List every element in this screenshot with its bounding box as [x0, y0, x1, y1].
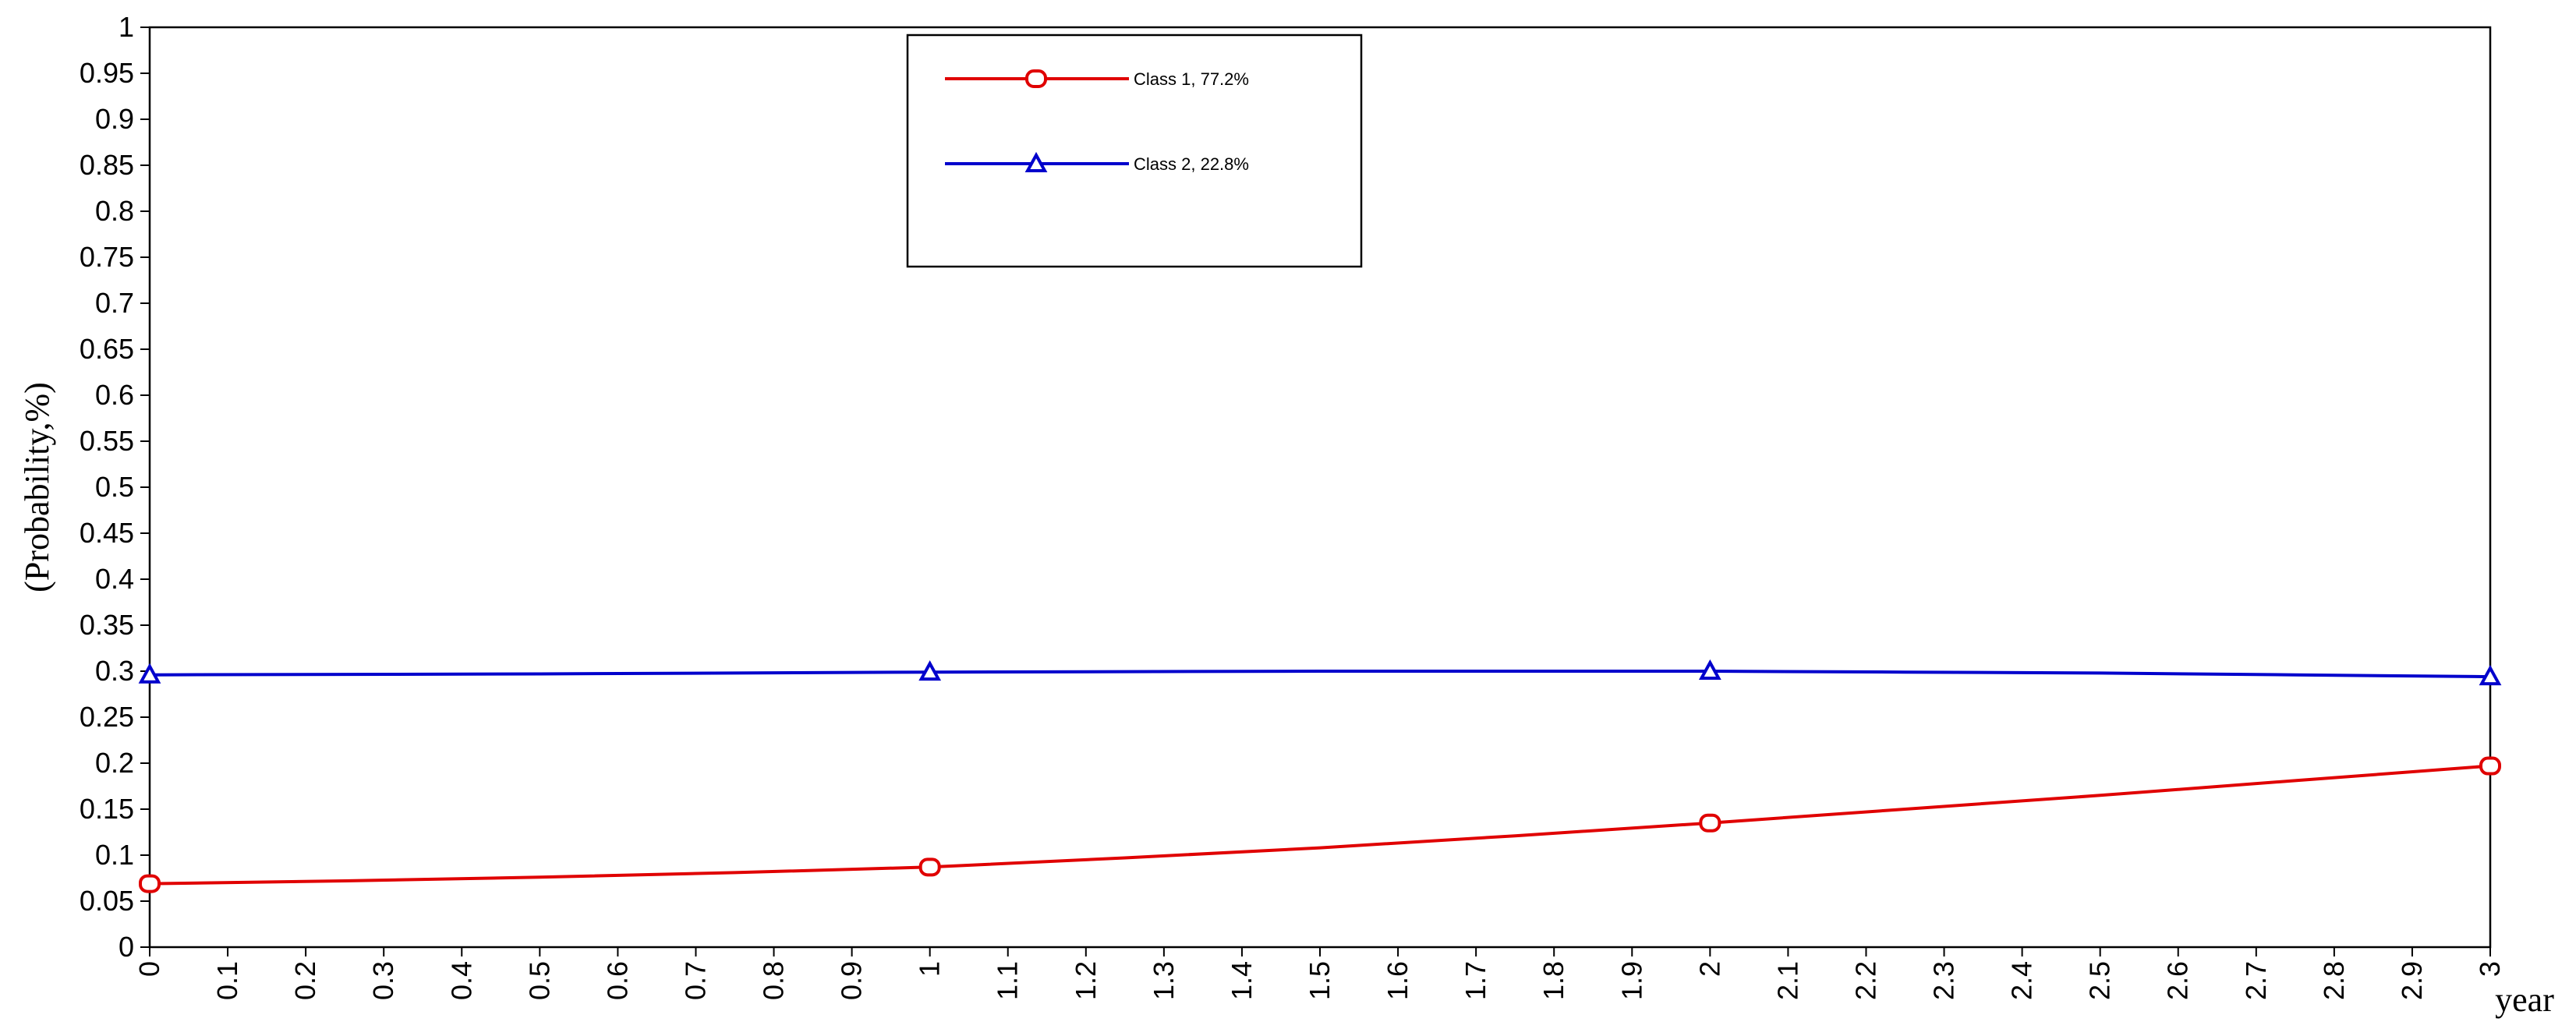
- x-tick-label: 2.5: [2084, 961, 2116, 1000]
- legend-box: [906, 34, 1363, 268]
- x-tick-label: 0.2: [289, 961, 321, 1000]
- x-tick-label: 2.7: [2240, 961, 2272, 1000]
- y-axis-title: (Probability,%): [18, 382, 56, 592]
- x-tick-label: 1.4: [1226, 961, 1258, 1000]
- x-tick-label: 0: [133, 961, 165, 977]
- y-tick-label: 0.75: [80, 241, 134, 273]
- x-tick-label: 1.9: [1615, 961, 1647, 1000]
- y-tick-label: 0.6: [95, 379, 134, 411]
- data-point-class-2: [918, 660, 942, 681]
- y-tick-label: 0.8: [95, 195, 134, 227]
- y-tick-label: 1: [119, 11, 134, 43]
- x-tick-label: 2.4: [2006, 961, 2038, 1000]
- y-tick-label: 0.45: [80, 517, 134, 549]
- data-point-class-2: [1698, 659, 1721, 680]
- x-tick-label: 2.9: [2396, 961, 2428, 1000]
- x-tick-label: 2.8: [2318, 961, 2350, 1000]
- y-tick-label: 0.5: [95, 471, 134, 503]
- y-tick-label: 0.55: [80, 425, 134, 457]
- x-tick-label: 1: [914, 961, 946, 977]
- data-point-class-2: [2479, 664, 2502, 686]
- series-line-class-1: [149, 764, 2491, 886]
- x-tick-label: 2.3: [1928, 961, 1960, 1000]
- data-point-class-1: [139, 874, 161, 893]
- x-tick-label: 0.9: [836, 961, 868, 1000]
- legend-label-class-2: Class 2, 22.8%: [1134, 154, 1249, 174]
- x-tick-label: 2: [1693, 961, 1725, 977]
- x-tick-label: 2.6: [2162, 961, 2194, 1000]
- legend-item-class-2: Class 2, 22.8%: [945, 151, 1249, 174]
- legend-label-class-1: Class 1, 77.2%: [1134, 69, 1249, 89]
- y-tick-label: 0: [119, 931, 134, 963]
- x-tick-label: 1.8: [1537, 961, 1569, 1000]
- x-tick-label: 1.5: [1304, 961, 1336, 1000]
- x-tick-label: 1.6: [1382, 961, 1414, 1000]
- data-point-class-1: [1699, 813, 1721, 833]
- x-tick-label: 0.4: [445, 961, 477, 1000]
- series-line-class-2: [149, 670, 2491, 679]
- x-tick-label: 1.3: [1148, 961, 1180, 1000]
- y-tick-label: 0.95: [80, 57, 134, 89]
- x-tick-label: 3: [2474, 961, 2506, 977]
- data-point-class-2: [138, 663, 161, 684]
- x-axis: 0 0.1 0.2 0.3 0.4 0.5 0.6 0.7 0.8 0.9 1 1.1 1.2 1.3 1.…: [133, 947, 2506, 1000]
- data-point-class-1: [2479, 756, 2501, 776]
- y-tick-label: 0.25: [80, 701, 134, 733]
- x-tick-label: 0.1: [211, 961, 243, 1000]
- circle-marker-icon: [1025, 69, 1047, 88]
- y-tick-label: 0.65: [80, 333, 134, 365]
- y-tick-label: 0.2: [95, 747, 134, 779]
- legend-item-class-1: Class 1, 77.2%: [945, 69, 1249, 89]
- x-tick-label: 1.1: [992, 961, 1024, 1000]
- y-tick-label: 0.3: [95, 655, 134, 687]
- y-tick-label: 0.4: [95, 563, 134, 595]
- triangle-marker-icon: [1024, 151, 1048, 172]
- data-point-class-1: [918, 857, 941, 877]
- y-tick-label: 0.9: [95, 103, 134, 135]
- y-tick-label: 0.35: [80, 609, 134, 641]
- series-layer: [138, 659, 2502, 893]
- y-tick-label: 0.15: [80, 793, 134, 825]
- y-tick-label: 0.1: [95, 839, 134, 871]
- x-tick-label: 1.2: [1070, 961, 1102, 1000]
- x-tick-label: 1.7: [1460, 961, 1491, 1000]
- x-axis-title: year: [2495, 981, 2554, 1019]
- x-tick-label: 0.3: [367, 961, 399, 1000]
- y-axis: 0 0.05 0.1 0.15 0.2 0.25 0.3 0.35 0.4 0.45 0.5 0.55…: [80, 11, 150, 963]
- x-tick-label: 0.7: [679, 961, 711, 1000]
- x-tick-label: 0.8: [758, 961, 790, 1000]
- y-tick-label: 0.7: [95, 287, 134, 319]
- x-tick-label: 2.1: [1771, 961, 1803, 1000]
- y-tick-label: 0.85: [80, 149, 134, 181]
- y-tick-label: 0.05: [80, 885, 134, 917]
- legend: Class 1, 77.2% Class 2, 22.8%: [906, 34, 1363, 268]
- x-tick-label: 2.2: [1849, 961, 1881, 1000]
- x-tick-label: 0.5: [523, 961, 555, 1000]
- x-tick-label: 0.6: [601, 961, 633, 1000]
